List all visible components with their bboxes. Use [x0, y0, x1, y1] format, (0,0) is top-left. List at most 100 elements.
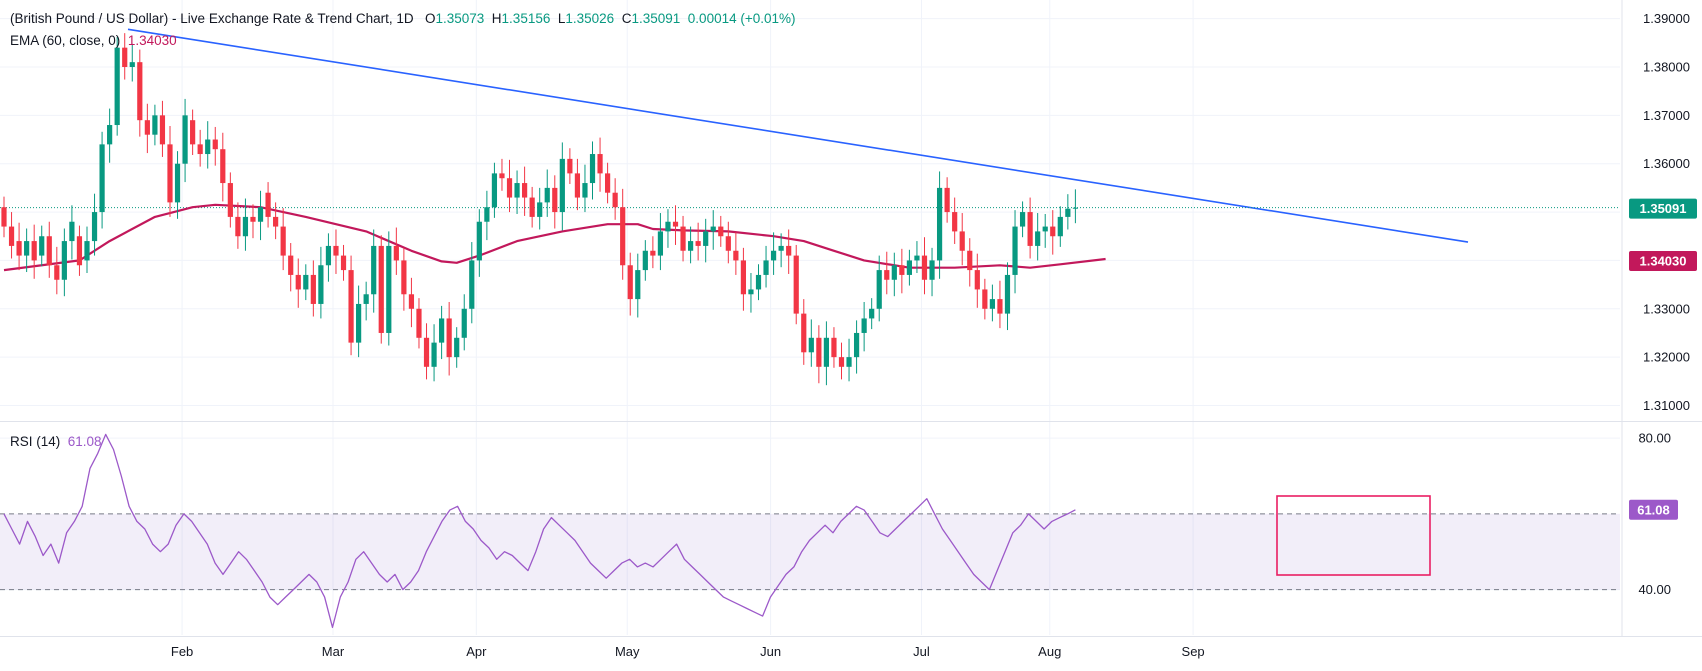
- ema-legend: EMA (60, close, 0) 1.34030: [10, 33, 177, 48]
- candle: [1035, 213, 1041, 261]
- candle: [997, 280, 1003, 329]
- price-tags-layer: 1.35091 1.34030 61.08: [1629, 198, 1697, 520]
- candle-body: [793, 255, 799, 314]
- candle: [793, 244, 799, 325]
- x-tick-label: Mar: [322, 644, 345, 659]
- candle-body: [220, 149, 226, 184]
- candle: [687, 226, 694, 264]
- candle: [982, 278, 988, 320]
- candle-body: [1065, 208, 1071, 217]
- candle-body: [152, 115, 158, 135]
- candle: [665, 209, 671, 248]
- candle: [69, 205, 75, 260]
- candle-body: [672, 221, 679, 227]
- candle: [39, 225, 45, 267]
- candle: [371, 229, 377, 313]
- candle-body: [46, 236, 52, 266]
- candle-body: [16, 241, 22, 256]
- candle-body: [386, 245, 392, 333]
- candle-body: [974, 270, 980, 290]
- candle: [446, 302, 452, 376]
- candle: [91, 193, 98, 256]
- candle: [137, 49, 143, 137]
- candle: [8, 212, 15, 259]
- candle-body: [733, 250, 739, 261]
- candle-body: [740, 260, 747, 295]
- candle: [627, 252, 633, 316]
- candle-body: [1019, 212, 1026, 227]
- candle: [1065, 194, 1071, 230]
- y-tick-label: 1.39000: [1643, 11, 1690, 26]
- candle: [454, 327, 460, 368]
- rsi-layer: [3, 433, 1431, 629]
- candle-body: [129, 62, 135, 67]
- candle-body: [295, 274, 301, 290]
- candle: [393, 227, 399, 275]
- candle-body: [197, 144, 203, 155]
- candle: [484, 190, 490, 241]
- candle: [899, 248, 905, 294]
- candle: [801, 299, 807, 365]
- rsi-tag-text: 61.08: [1637, 502, 1670, 517]
- candle: [257, 190, 264, 241]
- candle-body: [91, 212, 98, 242]
- candle-body: [325, 245, 332, 266]
- candle: [152, 104, 158, 146]
- candle: [967, 238, 973, 287]
- candle-body: [710, 226, 716, 232]
- candle: [273, 202, 279, 240]
- candle-body: [310, 274, 316, 304]
- candle: [921, 237, 928, 295]
- candle: [76, 225, 83, 276]
- symbol-legend: (British Pound / US Dollar) - Live Excha…: [10, 11, 796, 26]
- candle: [46, 221, 52, 278]
- candle: [310, 260, 316, 317]
- candle: [107, 108, 113, 163]
- candle: [363, 281, 369, 321]
- candle: [295, 258, 301, 308]
- candle-body: [1, 207, 7, 227]
- candle-body: [499, 173, 505, 179]
- candle-body: [76, 236, 83, 266]
- candle-body: [529, 197, 535, 217]
- candle-body: [861, 318, 867, 333]
- rsi-value: 61.08: [67, 434, 102, 449]
- candle-body: [242, 216, 249, 237]
- candle-body: [635, 270, 641, 300]
- candle-body: [273, 216, 279, 227]
- candle: [597, 137, 603, 192]
- candle-body: [605, 173, 611, 193]
- candle: [718, 215, 724, 247]
- candle-body: [574, 173, 581, 198]
- candle-body: [786, 245, 792, 256]
- candle-body: [461, 308, 467, 338]
- candle-body: [770, 250, 777, 261]
- x-tick-label: May: [615, 644, 640, 659]
- candle-body: [642, 250, 648, 271]
- candle: [1004, 262, 1011, 331]
- candle-body: [514, 183, 520, 198]
- candle: [989, 284, 995, 322]
- price-tag: 1.35091: [1629, 198, 1697, 219]
- candle: [280, 208, 286, 271]
- candle: [356, 285, 362, 358]
- x-tick-label: Feb: [171, 644, 193, 659]
- candle-body: [280, 226, 286, 256]
- y-tick-label: 1.38000: [1643, 59, 1690, 74]
- candle-body: [687, 241, 694, 251]
- change-value: 0.00014 (+0.01%): [687, 11, 796, 26]
- candle-body: [853, 332, 860, 358]
- candle: [408, 277, 415, 328]
- candle: [144, 103, 150, 154]
- candle: [544, 169, 550, 217]
- candle-body: [559, 158, 565, 213]
- candle-body: [914, 255, 920, 261]
- candle: [1019, 201, 1026, 238]
- candle-body: [144, 120, 150, 135]
- rsi-line: [3, 433, 1076, 629]
- candle-body: [356, 303, 362, 343]
- candle: [122, 33, 128, 80]
- candle: [831, 327, 837, 368]
- candle-body: [869, 308, 875, 319]
- candle: [129, 43, 135, 82]
